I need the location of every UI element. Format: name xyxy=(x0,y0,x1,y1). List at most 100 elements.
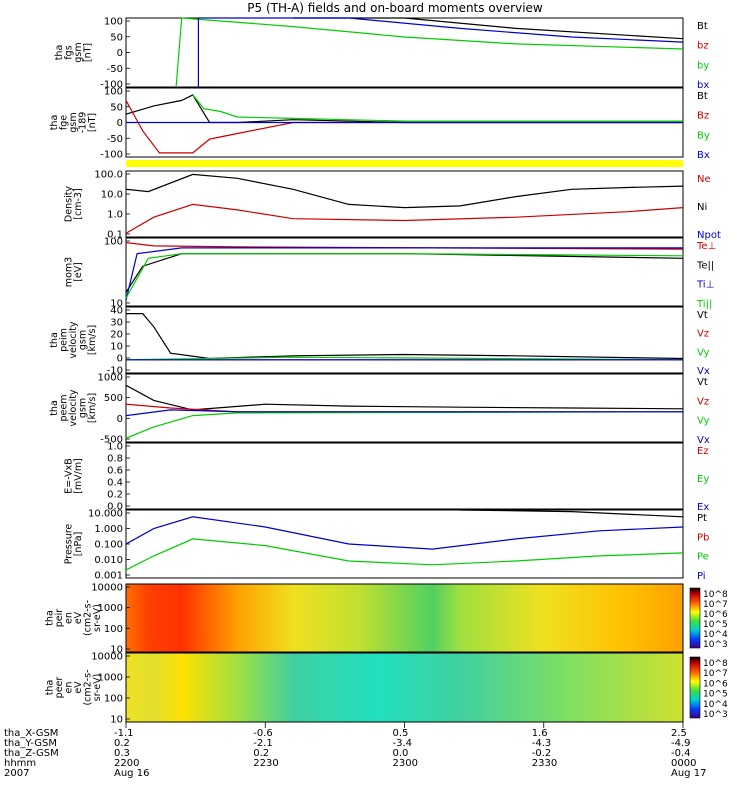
y-tick-label: 1000 xyxy=(98,673,123,684)
series-line-ti⊥ xyxy=(125,247,683,301)
series-line-te|| xyxy=(125,253,684,293)
y-tick-label: -50 xyxy=(107,64,123,75)
y-tick-label: 50 xyxy=(110,32,123,43)
x-tick-value: 2230 xyxy=(253,758,278,769)
series-line-ne xyxy=(125,203,684,234)
panel-peer-en: 10^810^710^610^510^410^3 10000 1000 100 10 th… xyxy=(44,652,728,726)
y-axis-label: tha xyxy=(54,45,65,61)
legend-bt: Bt xyxy=(697,21,708,32)
colorbar-tick: 10^3 xyxy=(703,710,728,720)
y-tick-label: 100 xyxy=(104,17,123,28)
x-tick-value: 0000 xyxy=(671,758,696,769)
x-tick-value: 0.2 xyxy=(114,738,130,749)
colorbar-tick: 10^7 xyxy=(703,669,728,679)
panel-frame xyxy=(125,170,684,238)
y-tick-label: 0 xyxy=(117,48,123,59)
x-tick-value: -3.4 xyxy=(393,738,413,749)
panel-efield: 1.00.80.60.40.20.0 E=-VxB[mV/m] Ez Ey Ex xyxy=(63,442,709,514)
legend-vt: Vt xyxy=(697,310,708,321)
colorbar-tick: 10^7 xyxy=(703,600,728,610)
y-axis-label: [eV] xyxy=(73,262,84,282)
panels: 100500-50-100thafgsgsm[nT]Btbzbybx100500… xyxy=(44,17,728,726)
legend-vy: Vy xyxy=(697,347,710,358)
y-tick-label: 0.001 xyxy=(94,571,123,582)
legend-vx: Vx xyxy=(697,366,710,377)
colorbar-tick: 10^5 xyxy=(703,690,728,700)
y-tick-label: 10000 xyxy=(91,583,123,594)
series-line-bz xyxy=(125,100,683,154)
series-line-ti|| xyxy=(125,253,684,299)
legend-vz: Vz xyxy=(697,329,709,340)
y-tick-label: 10.000 xyxy=(88,509,123,520)
x-tick-value: -0.6 xyxy=(253,728,273,739)
y-axis-label: Density xyxy=(63,186,74,222)
x-tick-value: 0.2 xyxy=(253,748,269,759)
spectrogram xyxy=(126,584,683,652)
y-tick-label: 0 xyxy=(117,414,123,425)
series-line-bt xyxy=(125,94,683,124)
y-tick-label: -100 xyxy=(100,150,123,161)
panel-temperature: 100 10 mom3[eV] Te⊥ Te|| Ti⊥ Ti|| xyxy=(63,237,716,311)
x-tick-value: 2300 xyxy=(393,758,418,769)
y-axis-label: eV xyxy=(73,611,84,624)
y-axis-label: sr-eV) xyxy=(92,604,103,632)
series-line-by xyxy=(192,94,683,122)
panel-frame xyxy=(125,17,684,88)
series-line-bx xyxy=(197,17,684,87)
x-tick-value: -2.1 xyxy=(253,738,273,749)
legend-npot: Npot xyxy=(697,230,721,241)
y-axis-label: fge xyxy=(59,115,70,130)
colorbar-tick: 10^4 xyxy=(703,630,728,640)
x-axis-labels: tha_X-GSMtha_Y-GSMtha_Z-GSMhhmm2007-1.10… xyxy=(4,722,706,779)
x-row-label: tha_Z-GSM xyxy=(4,748,59,759)
y-tick-label: 30 xyxy=(110,318,123,329)
y-tick-label: 10000 xyxy=(91,652,123,663)
colorbar-tick: 10^8 xyxy=(703,590,728,600)
series-line-bt xyxy=(293,17,684,40)
series-line-pt xyxy=(460,509,684,518)
x-tick-value: 0.3 xyxy=(114,748,130,759)
panel-frame xyxy=(125,509,684,579)
series-line-vt xyxy=(125,384,684,411)
legend-ez: Ez xyxy=(697,446,709,457)
y-tick-label: 100 xyxy=(104,87,123,98)
y-tick-label: -50 xyxy=(107,134,123,145)
plot-title: P5 (TH-A) fields and on-board moments ov… xyxy=(247,1,543,15)
y-tick-label: 40 xyxy=(110,306,123,317)
panel-frame xyxy=(125,306,684,374)
y-tick-label: 10 xyxy=(110,645,123,656)
legend-pe: Pe xyxy=(697,552,709,563)
x-row-label: tha_Y-GSM xyxy=(4,738,57,749)
x-tick-value: Aug 16 xyxy=(114,768,149,779)
y-tick-label: 10.0 xyxy=(101,190,123,201)
y-axis-label: en xyxy=(63,612,74,624)
y-axis-label: en xyxy=(63,682,74,694)
y-tick-label: 100.0 xyxy=(94,170,123,181)
y-tick-label: 0 xyxy=(117,354,123,365)
y-axis-label: [nT] xyxy=(87,113,98,132)
legend-ne: Ne xyxy=(697,174,711,185)
legend-te||: Te|| xyxy=(696,260,714,271)
legend-te⊥: Te⊥ xyxy=(696,241,716,252)
y-tick-label: -500 xyxy=(100,435,123,446)
legend-ti⊥: Ti⊥ xyxy=(696,280,714,291)
y-axis-label: (cm2-s- xyxy=(82,600,93,636)
legend-bz: bz xyxy=(697,41,709,52)
y-tick-label: 0.1 xyxy=(107,230,123,241)
legend-by: by xyxy=(697,60,709,71)
series-line-pi xyxy=(125,516,684,550)
y-axis-label: [km/s] xyxy=(87,393,98,423)
x-tick-value: 1.6 xyxy=(532,728,548,739)
y-axis-label: peir xyxy=(54,609,65,628)
colorbar-tick: 10^4 xyxy=(703,700,728,710)
y-axis-label: gsm xyxy=(73,42,84,62)
x-tick-value: -0.4 xyxy=(671,748,691,759)
y-tick-label: 0.8 xyxy=(107,454,123,465)
panel-frame xyxy=(125,442,684,510)
y-axis-label: velocity xyxy=(68,321,79,359)
panel-density: 100.0 10.0 1.0 0.1 Density[cm-3] Ne Ni Npot xyxy=(63,170,721,242)
